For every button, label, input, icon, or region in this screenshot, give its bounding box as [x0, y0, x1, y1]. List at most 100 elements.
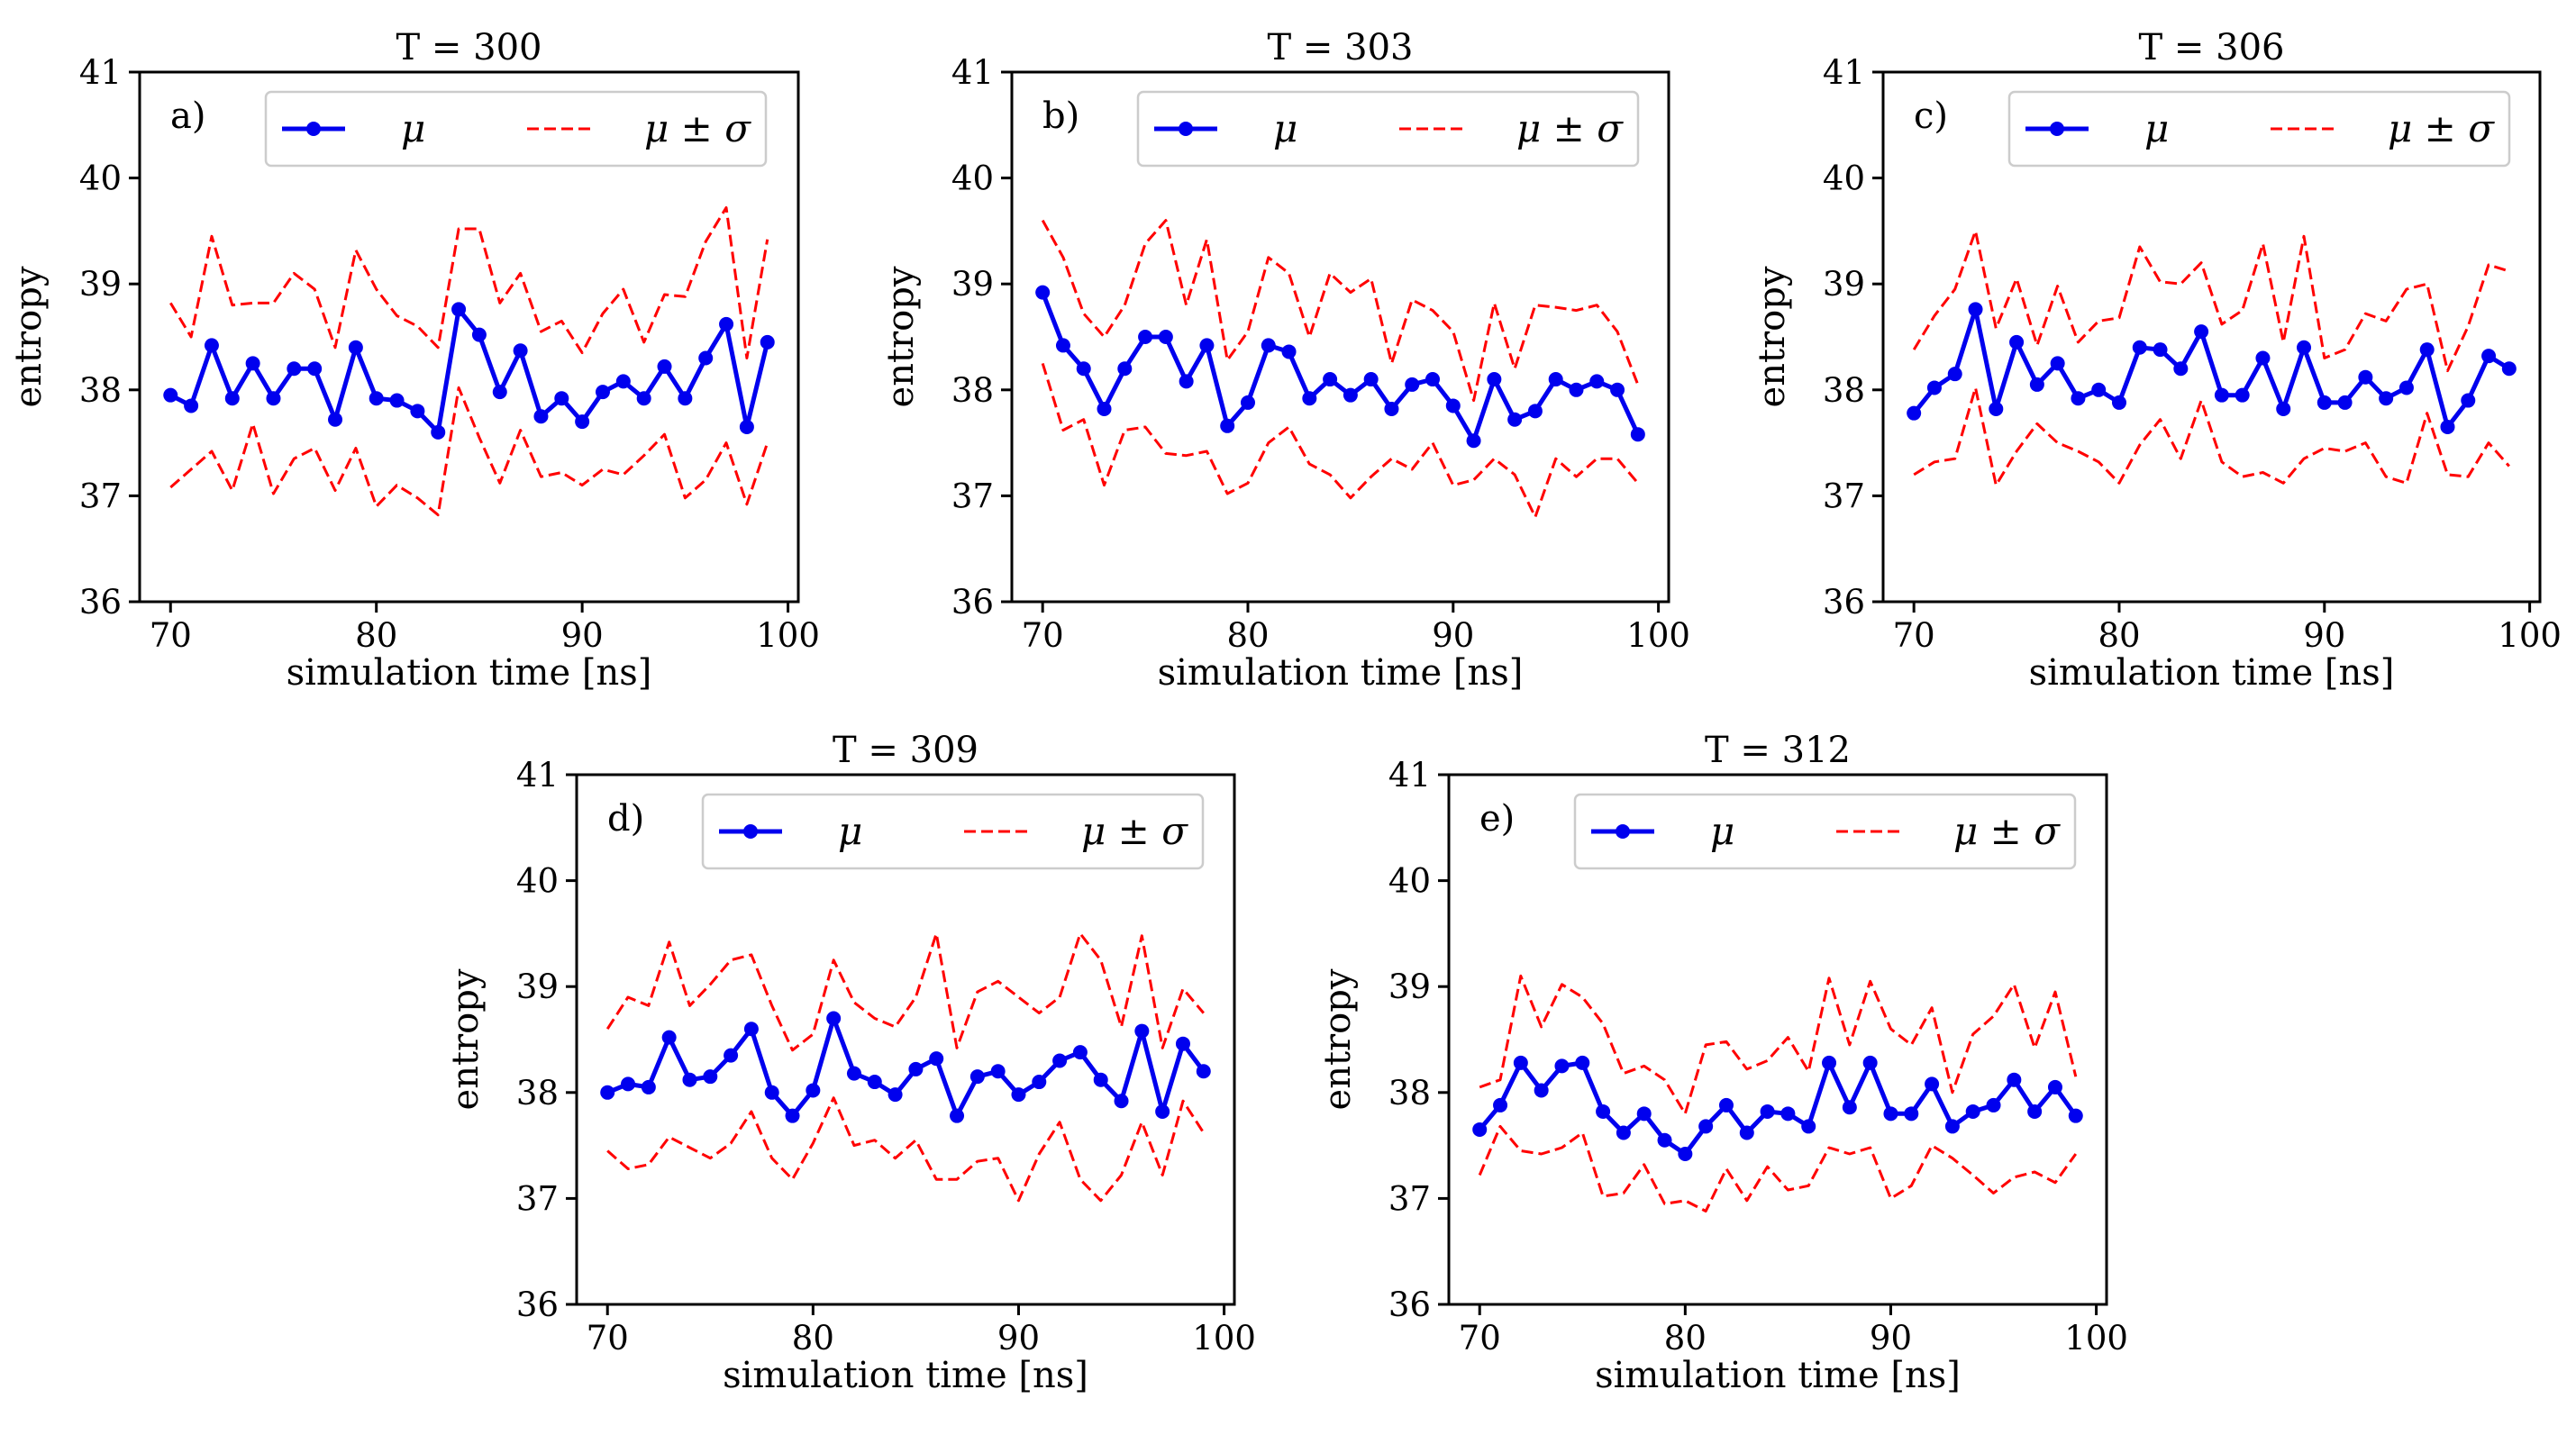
mean-point [1678, 1147, 1693, 1162]
mean-series-line [1478, 1060, 2078, 1157]
x-tick-label: 90 [561, 616, 604, 655]
y-axis-label: entropy [1317, 968, 1359, 1110]
x-axis-label: simulation time [ns] [2029, 652, 2395, 694]
x-tick-label: 70 [1893, 616, 1935, 655]
mean-point [410, 404, 425, 419]
axes-frame [1010, 70, 1670, 604]
y-tick-label: 41 [516, 756, 559, 795]
mean-point [1548, 372, 1563, 387]
mean-point [533, 409, 549, 424]
mean-point [743, 1022, 759, 1037]
band-series-line [1913, 386, 2510, 487]
y-tick-label: 38 [516, 1074, 559, 1113]
x-tick-label: 70 [1022, 616, 1064, 655]
mean-point [1343, 387, 1358, 403]
y-tick-label: 37 [1388, 1179, 1431, 1218]
y-tick-label: 40 [1823, 159, 1865, 198]
y-tick-label: 36 [79, 583, 122, 622]
mean-point [641, 1079, 656, 1094]
mean-point [1907, 405, 1922, 421]
mean-series-line [1912, 306, 2511, 430]
x-tick-label: 80 [1226, 616, 1269, 655]
mean-point [1780, 1106, 1796, 1122]
legend-box [2007, 90, 2511, 168]
mean-point [1718, 1097, 1734, 1113]
y-tick-label: 41 [951, 53, 994, 92]
band-series-line [1478, 1124, 2078, 1212]
legend-mean-label: μ [401, 106, 425, 150]
y-tick-label: 37 [1823, 477, 1865, 515]
legend-mean-marker [743, 824, 758, 839]
mean-point [1822, 1055, 1837, 1070]
mean-point [703, 1069, 718, 1085]
mean-point [1384, 401, 1399, 416]
mean-point [2091, 382, 2107, 397]
chart-title: T = 309 [833, 730, 979, 771]
panel-letter: b) [1042, 95, 1079, 137]
legend: μ μ ± σ [701, 793, 1205, 870]
panel-letter: d) [607, 798, 644, 840]
mean-point [1534, 1083, 1549, 1098]
mean-point [724, 1048, 739, 1063]
mean-point [1032, 1075, 1047, 1090]
x-tick-label: 70 [150, 616, 192, 655]
x-tick-label: 100 [1192, 1319, 1256, 1358]
y-tick-label: 38 [951, 371, 994, 410]
y-tick-label: 39 [951, 265, 994, 304]
x-tick-label: 70 [587, 1319, 629, 1358]
legend-mean-marker [1179, 122, 1193, 136]
mean-point [1698, 1119, 1714, 1134]
mean-point [2050, 356, 2065, 371]
band-series-line [169, 386, 769, 517]
mean-point [595, 385, 610, 400]
band-series-line [606, 1096, 1206, 1203]
chart-panel-5: 70 80 90 100 36 37 38 39 40 41 T = 312 simulation t… [1317, 730, 2128, 1396]
y-tick-label: 36 [951, 583, 994, 622]
legend-band-label: μ ± σ [1081, 809, 1188, 853]
legend-mean-label: μ [838, 809, 862, 853]
y-tick-label: 40 [79, 159, 122, 198]
mean-point [1862, 1055, 1878, 1070]
legend-band-label: μ ± σ [644, 106, 751, 150]
mean-point [764, 1085, 779, 1100]
legend: μ μ ± σ [264, 90, 768, 168]
legend-mean-marker [1616, 824, 1630, 839]
legend-mean-label: μ [2144, 106, 2169, 150]
mean-point [1630, 427, 1645, 442]
legend-mean-marker [2050, 122, 2064, 136]
mean-point [1158, 330, 1173, 344]
mean-point [1487, 372, 1502, 387]
mean-point [698, 350, 714, 366]
mean-point [1513, 1055, 1528, 1070]
mean-point [1610, 382, 1625, 397]
chart-title: T = 306 [2139, 27, 2285, 68]
chart-title: T = 312 [1705, 730, 1851, 771]
x-tick-label: 100 [1626, 616, 1690, 655]
mean-point [2214, 387, 2229, 403]
axes-frame [138, 70, 800, 604]
mean-point [990, 1064, 1006, 1079]
mean-point [2047, 1079, 2062, 1094]
legend-mean-label: μ [1273, 106, 1297, 150]
x-tick-label: 80 [792, 1319, 834, 1358]
mean-point [2461, 393, 2476, 408]
mean-point [2358, 369, 2373, 385]
legend-band-label: μ ± σ [2388, 106, 2495, 150]
mean-point [2007, 1072, 2022, 1087]
x-axis-label: simulation time [ns] [1595, 1355, 1961, 1396]
mean-point [2071, 391, 2086, 406]
mean-point [1466, 433, 1481, 449]
y-tick-label: 36 [1388, 1285, 1431, 1324]
chart-panel-3: 70 80 90 100 36 37 38 39 40 41 T = 306 simulation t… [1752, 27, 2562, 694]
y-tick-label: 36 [516, 1285, 559, 1324]
mean-point [1199, 338, 1215, 353]
band-series-line [1041, 362, 1639, 519]
mean-point [1302, 391, 1317, 406]
mean-point [1055, 338, 1070, 353]
mean-point [1155, 1103, 1170, 1119]
mean-point [1281, 344, 1297, 359]
chart-panel-2: 70 80 90 100 36 37 38 39 40 41 T = 303 simulation t… [880, 27, 1690, 694]
mean-point [2419, 342, 2435, 358]
mean-point [1261, 338, 1276, 353]
y-tick-label: 36 [1823, 583, 1865, 622]
